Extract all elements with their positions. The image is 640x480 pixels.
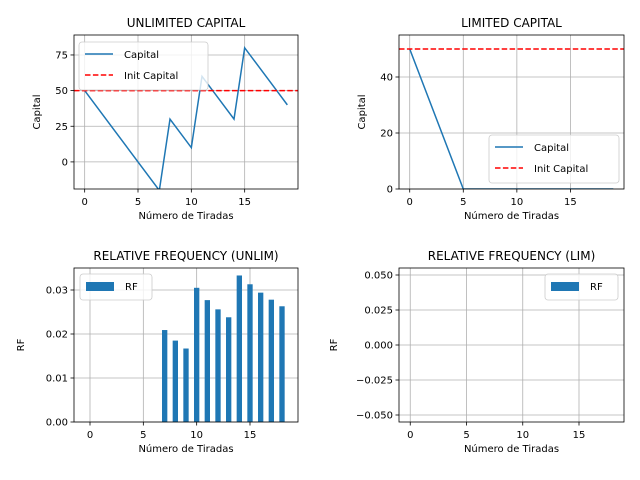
y-axis-label: Capital (32, 94, 43, 129)
x-tick-label: 5 (135, 197, 141, 208)
y-tick-label: 0.050 (364, 271, 393, 282)
x-tick-label: 10 (190, 430, 203, 441)
y-axis-label: RF (16, 338, 27, 351)
x-tick-label: 15 (238, 197, 251, 208)
x-tick-label: 5 (140, 430, 146, 441)
y-tick-label: 0.000 (364, 341, 393, 352)
legend-box (544, 273, 619, 301)
y-tick-label: 75 (55, 51, 68, 62)
subplot-3: 0 5 10 15 0.00 0.01 0.02 0.03 RELATIVE FREQUENCY… (16, 249, 299, 455)
bar-15 (247, 284, 253, 422)
y-tick-label: 0.03 (46, 286, 68, 297)
bar-13 (226, 317, 232, 422)
bar-17 (268, 299, 274, 422)
legend: Capital Init Capital (488, 134, 620, 184)
chart-title: LIMITED CAPITAL (461, 16, 562, 30)
legend: RF (544, 273, 619, 301)
x-tick-label: 15 (573, 430, 586, 441)
x-tick-label: 5 (460, 197, 466, 208)
y-tick-label: −0.025 (356, 376, 393, 387)
x-tick-label: 0 (81, 197, 87, 208)
plot-area (399, 48, 624, 189)
x-axis-label: Número de Tiradas (138, 443, 233, 455)
chart-title: UNLIMITED CAPITAL (127, 16, 246, 30)
x-tick-label: 10 (185, 197, 198, 208)
legend-label: RF (590, 282, 603, 293)
y-axis-label: RF (329, 338, 340, 351)
x-tick-label: 10 (516, 430, 529, 441)
capital-series-line (409, 48, 614, 189)
legend-swatch-rf (86, 282, 114, 291)
legend: RF (79, 273, 153, 301)
plot-area (162, 275, 285, 422)
y-tick-label: 0 (387, 185, 393, 196)
x-tick-label: 0 (87, 430, 93, 441)
legend-box (79, 273, 153, 301)
subplot-4: 0 5 10 15 −0.050 −0.025 0.000 0.025 0.050 RELATIV… (329, 249, 625, 455)
y-tick-label: 0.00 (46, 418, 68, 429)
bar-18 (279, 306, 285, 422)
bar-7 (162, 330, 168, 422)
x-tick-label: 0 (407, 197, 413, 208)
subplot-2: 0 5 10 15 0 20 40 LIMITED CAPITAL Número de Tira… (357, 16, 625, 222)
axes-frame (398, 34, 625, 190)
x-tick-label: 15 (244, 430, 257, 441)
bar-16 (258, 292, 264, 422)
legend-label: Init Capital (124, 71, 178, 82)
x-axis-label: Número de Tiradas (464, 443, 559, 455)
legend-label: Capital (124, 50, 159, 61)
y-tick-label: −0.050 (356, 411, 393, 422)
y-tick-label: 0.01 (46, 374, 68, 385)
x-axis-label: Número de Tiradas (138, 210, 233, 222)
x-tick-label: 5 (463, 430, 469, 441)
y-tick-label: 0.02 (46, 330, 68, 341)
x-tick-label: 10 (510, 197, 523, 208)
bar-14 (236, 275, 242, 422)
legend-label: Init Capital (534, 164, 588, 175)
y-tick-label: 20 (380, 129, 393, 140)
y-tick-label: 0.025 (364, 306, 393, 317)
bar-8 (172, 340, 178, 422)
y-tick-label: 50 (55, 86, 68, 97)
y-tick-label: 25 (55, 122, 68, 133)
subplot-1: 0 5 10 15 0 25 50 75 UNLIMITED CAPITAL Número de … (32, 16, 299, 222)
legend-label: RF (125, 282, 138, 293)
x-axis-label: Número de Tiradas (464, 210, 559, 222)
bar-12 (215, 309, 221, 422)
x-tick-label: 0 (407, 430, 413, 441)
axes-frame (73, 34, 299, 190)
bar-9 (183, 348, 189, 422)
bar-11 (204, 300, 210, 422)
y-axis-label: Capital (357, 94, 368, 129)
x-tick-label: 15 (564, 197, 577, 208)
chart-title: RELATIVE FREQUENCY (LIM) (428, 249, 596, 263)
axes-frame (73, 267, 299, 423)
legend-swatch-rf (551, 282, 579, 291)
legend-label: Capital (534, 143, 569, 154)
y-tick-label: 40 (380, 73, 393, 84)
legend: Capital Init Capital (78, 41, 209, 91)
bar-10 (194, 287, 200, 422)
y-tick-label: 0 (62, 158, 68, 169)
chart-title: RELATIVE FREQUENCY (UNLIM) (93, 249, 278, 263)
